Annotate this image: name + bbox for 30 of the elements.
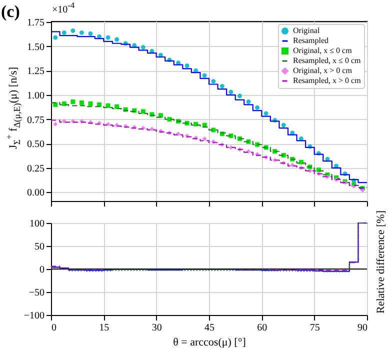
x-tick-label: 30 xyxy=(152,322,162,334)
y-tick-label: −100 xyxy=(24,310,44,322)
y-tick-label: 1.75 xyxy=(27,17,44,28)
legend-label: Original, x > 0 cm xyxy=(293,66,353,75)
y-tick-label: 0.00 xyxy=(27,188,44,199)
x-tick-label: 60 xyxy=(257,322,268,334)
legend-label: Original xyxy=(293,26,320,35)
y-tick-label: 100 xyxy=(30,218,44,230)
legend-label: Original, x ≤ 0 cm xyxy=(293,46,353,55)
legend-label: Resampled, x ≤ 0 cm xyxy=(293,56,362,65)
y-tick-label: 1.25 xyxy=(27,66,44,78)
x-axis-title: θ = arccos(μ) [°] xyxy=(173,336,246,348)
chart-title: (c) xyxy=(1,2,20,22)
x-tick-label: 45 xyxy=(204,322,214,334)
y-tick-label: 0.50 xyxy=(27,139,44,150)
y-tick-label: 50 xyxy=(34,242,44,252)
y-tick-label: −50 xyxy=(28,288,44,298)
y-tick-label: 0 xyxy=(40,264,44,276)
x-tick-label: 90 xyxy=(358,322,368,334)
legend-label: Resampled, x > 0 cm xyxy=(293,76,362,85)
y-tick-label: 1.50 xyxy=(27,42,44,53)
y-tick-label: 1.00 xyxy=(27,90,44,102)
y-tick-label: 0.75 xyxy=(27,114,44,126)
legend-label: Resampled xyxy=(293,36,329,45)
x-tick-label: 15 xyxy=(99,322,110,334)
x-tick-label: 75 xyxy=(310,322,320,334)
text: ×10$^{-4}$ xyxy=(52,1,75,16)
y-tick-label: 0.25 xyxy=(27,163,44,174)
x-tick-label: 0 xyxy=(52,322,56,334)
y-axis-title: Relative difference [%] xyxy=(375,210,387,314)
